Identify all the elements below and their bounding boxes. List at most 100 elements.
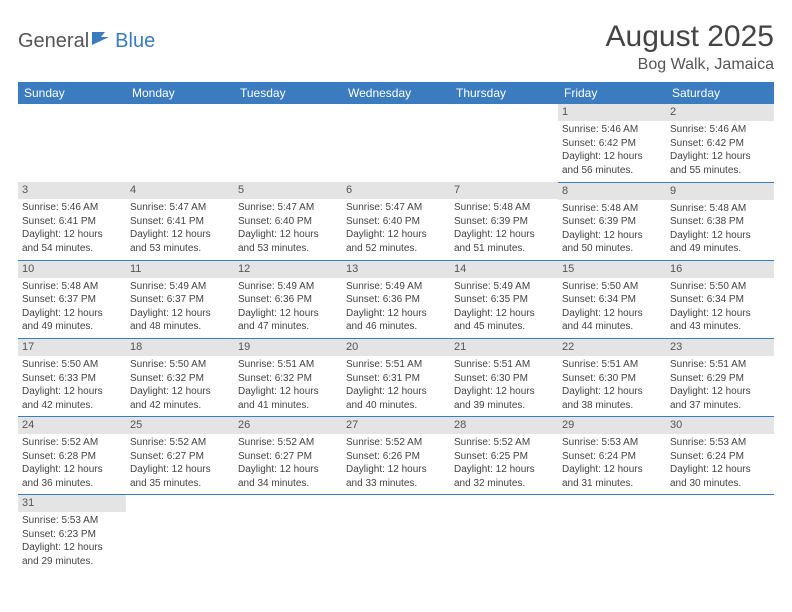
calendar-day-cell: 31Sunrise: 5:53 AMSunset: 6:23 PMDayligh… xyxy=(18,495,126,573)
calendar-day-cell: 20Sunrise: 5:51 AMSunset: 6:31 PMDayligh… xyxy=(342,338,450,416)
day-details: Sunrise: 5:48 AMSunset: 6:39 PMDaylight:… xyxy=(558,200,666,260)
day-details: Sunrise: 5:51 AMSunset: 6:30 PMDaylight:… xyxy=(450,356,558,416)
day-number-bar: 15 xyxy=(558,261,666,278)
calendar-day-cell: 10Sunrise: 5:48 AMSunset: 6:37 PMDayligh… xyxy=(18,260,126,338)
calendar-day-cell: 25Sunrise: 5:52 AMSunset: 6:27 PMDayligh… xyxy=(126,417,234,495)
day-details: Sunrise: 5:52 AMSunset: 6:25 PMDaylight:… xyxy=(450,434,558,494)
day-details: Sunrise: 5:50 AMSunset: 6:34 PMDaylight:… xyxy=(666,278,774,338)
day-number-bar: 8 xyxy=(558,183,666,200)
logo-text-blue: Blue xyxy=(115,30,155,53)
calendar-day-cell: 27Sunrise: 5:52 AMSunset: 6:26 PMDayligh… xyxy=(342,417,450,495)
calendar-day-cell: 18Sunrise: 5:50 AMSunset: 6:32 PMDayligh… xyxy=(126,338,234,416)
day-number-bar: 23 xyxy=(666,339,774,356)
calendar-day-cell xyxy=(126,495,234,573)
day-number-bar: 29 xyxy=(558,417,666,434)
day-details: Sunrise: 5:48 AMSunset: 6:39 PMDaylight:… xyxy=(450,199,558,259)
day-details: Sunrise: 5:49 AMSunset: 6:35 PMDaylight:… xyxy=(450,278,558,338)
header: General Blue August 2025 Bog Walk, Jamai… xyxy=(18,20,774,74)
calendar-week-row: 17Sunrise: 5:50 AMSunset: 6:33 PMDayligh… xyxy=(18,338,774,416)
weekday-header: Saturday xyxy=(666,82,774,104)
calendar-day-cell: 2Sunrise: 5:46 AMSunset: 6:42 PMDaylight… xyxy=(666,104,774,182)
calendar-day-cell: 3Sunrise: 5:46 AMSunset: 6:41 PMDaylight… xyxy=(18,182,126,260)
calendar-week-row: 1Sunrise: 5:46 AMSunset: 6:42 PMDaylight… xyxy=(18,104,774,182)
calendar-week-row: 3Sunrise: 5:46 AMSunset: 6:41 PMDaylight… xyxy=(18,182,774,260)
calendar-day-cell: 5Sunrise: 5:47 AMSunset: 6:40 PMDaylight… xyxy=(234,182,342,260)
day-details: Sunrise: 5:51 AMSunset: 6:31 PMDaylight:… xyxy=(342,356,450,416)
day-number-bar xyxy=(666,495,774,512)
day-number-bar: 31 xyxy=(18,495,126,512)
day-number-bar xyxy=(450,495,558,512)
calendar-day-cell: 17Sunrise: 5:50 AMSunset: 6:33 PMDayligh… xyxy=(18,338,126,416)
calendar-day-cell: 7Sunrise: 5:48 AMSunset: 6:39 PMDaylight… xyxy=(450,182,558,260)
calendar-body: 1Sunrise: 5:46 AMSunset: 6:42 PMDaylight… xyxy=(18,104,774,573)
day-number-bar: 25 xyxy=(126,417,234,434)
day-number-bar: 6 xyxy=(342,182,450,199)
day-number-bar: 16 xyxy=(666,261,774,278)
logo-text-general: General xyxy=(18,30,89,53)
day-details: Sunrise: 5:52 AMSunset: 6:27 PMDaylight:… xyxy=(234,434,342,494)
title-block: August 2025 Bog Walk, Jamaica xyxy=(606,20,774,74)
day-number-bar xyxy=(450,104,558,121)
calendar-day-cell: 28Sunrise: 5:52 AMSunset: 6:25 PMDayligh… xyxy=(450,417,558,495)
day-details: Sunrise: 5:52 AMSunset: 6:28 PMDaylight:… xyxy=(18,434,126,494)
day-details: Sunrise: 5:52 AMSunset: 6:26 PMDaylight:… xyxy=(342,434,450,494)
day-number-bar: 2 xyxy=(666,104,774,121)
day-number-bar: 1 xyxy=(558,104,666,121)
calendar-day-cell: 4Sunrise: 5:47 AMSunset: 6:41 PMDaylight… xyxy=(126,182,234,260)
calendar-day-cell: 12Sunrise: 5:49 AMSunset: 6:36 PMDayligh… xyxy=(234,260,342,338)
calendar-day-cell xyxy=(450,104,558,182)
day-number-bar xyxy=(126,104,234,121)
calendar-week-row: 10Sunrise: 5:48 AMSunset: 6:37 PMDayligh… xyxy=(18,260,774,338)
day-details: Sunrise: 5:47 AMSunset: 6:41 PMDaylight:… xyxy=(126,199,234,259)
day-number-bar: 9 xyxy=(666,183,774,200)
day-number-bar: 3 xyxy=(18,182,126,199)
day-number-bar xyxy=(234,495,342,512)
day-number-bar: 24 xyxy=(18,417,126,434)
calendar-day-cell: 9Sunrise: 5:48 AMSunset: 6:38 PMDaylight… xyxy=(666,182,774,260)
day-details: Sunrise: 5:47 AMSunset: 6:40 PMDaylight:… xyxy=(342,199,450,259)
day-number-bar: 13 xyxy=(342,261,450,278)
calendar-day-cell: 16Sunrise: 5:50 AMSunset: 6:34 PMDayligh… xyxy=(666,260,774,338)
day-number-bar: 12 xyxy=(234,261,342,278)
day-details: Sunrise: 5:52 AMSunset: 6:27 PMDaylight:… xyxy=(126,434,234,494)
day-number-bar: 5 xyxy=(234,182,342,199)
day-details: Sunrise: 5:46 AMSunset: 6:42 PMDaylight:… xyxy=(558,121,666,181)
calendar-day-cell: 14Sunrise: 5:49 AMSunset: 6:35 PMDayligh… xyxy=(450,260,558,338)
day-number-bar: 7 xyxy=(450,182,558,199)
calendar-week-row: 31Sunrise: 5:53 AMSunset: 6:23 PMDayligh… xyxy=(18,495,774,573)
day-number-bar xyxy=(342,104,450,121)
day-number-bar: 21 xyxy=(450,339,558,356)
day-number-bar: 19 xyxy=(234,339,342,356)
day-number-bar: 10 xyxy=(18,261,126,278)
day-details: Sunrise: 5:51 AMSunset: 6:29 PMDaylight:… xyxy=(666,356,774,416)
day-details: Sunrise: 5:46 AMSunset: 6:41 PMDaylight:… xyxy=(18,199,126,259)
day-details: Sunrise: 5:53 AMSunset: 6:24 PMDaylight:… xyxy=(558,434,666,494)
weekday-header-row: SundayMondayTuesdayWednesdayThursdayFrid… xyxy=(18,82,774,104)
calendar-week-row: 24Sunrise: 5:52 AMSunset: 6:28 PMDayligh… xyxy=(18,417,774,495)
day-details: Sunrise: 5:50 AMSunset: 6:33 PMDaylight:… xyxy=(18,356,126,416)
day-number-bar: 20 xyxy=(342,339,450,356)
flag-icon xyxy=(91,30,113,53)
day-details: Sunrise: 5:50 AMSunset: 6:34 PMDaylight:… xyxy=(558,278,666,338)
day-details: Sunrise: 5:48 AMSunset: 6:38 PMDaylight:… xyxy=(666,200,774,260)
calendar-day-cell: 23Sunrise: 5:51 AMSunset: 6:29 PMDayligh… xyxy=(666,338,774,416)
day-number-bar: 14 xyxy=(450,261,558,278)
calendar-day-cell: 1Sunrise: 5:46 AMSunset: 6:42 PMDaylight… xyxy=(558,104,666,182)
day-number-bar: 4 xyxy=(126,182,234,199)
day-details: Sunrise: 5:49 AMSunset: 6:36 PMDaylight:… xyxy=(234,278,342,338)
day-details: Sunrise: 5:49 AMSunset: 6:37 PMDaylight:… xyxy=(126,278,234,338)
calendar-day-cell xyxy=(558,495,666,573)
day-number-bar: 17 xyxy=(18,339,126,356)
day-number-bar: 26 xyxy=(234,417,342,434)
day-number-bar: 18 xyxy=(126,339,234,356)
calendar-day-cell: 13Sunrise: 5:49 AMSunset: 6:36 PMDayligh… xyxy=(342,260,450,338)
day-number-bar xyxy=(18,104,126,121)
calendar-day-cell: 8Sunrise: 5:48 AMSunset: 6:39 PMDaylight… xyxy=(558,182,666,260)
day-number-bar: 22 xyxy=(558,339,666,356)
weekday-header: Monday xyxy=(126,82,234,104)
calendar-day-cell: 15Sunrise: 5:50 AMSunset: 6:34 PMDayligh… xyxy=(558,260,666,338)
day-number-bar xyxy=(558,495,666,512)
calendar-day-cell: 11Sunrise: 5:49 AMSunset: 6:37 PMDayligh… xyxy=(126,260,234,338)
day-details: Sunrise: 5:53 AMSunset: 6:23 PMDaylight:… xyxy=(18,512,126,572)
calendar-day-cell xyxy=(666,495,774,573)
